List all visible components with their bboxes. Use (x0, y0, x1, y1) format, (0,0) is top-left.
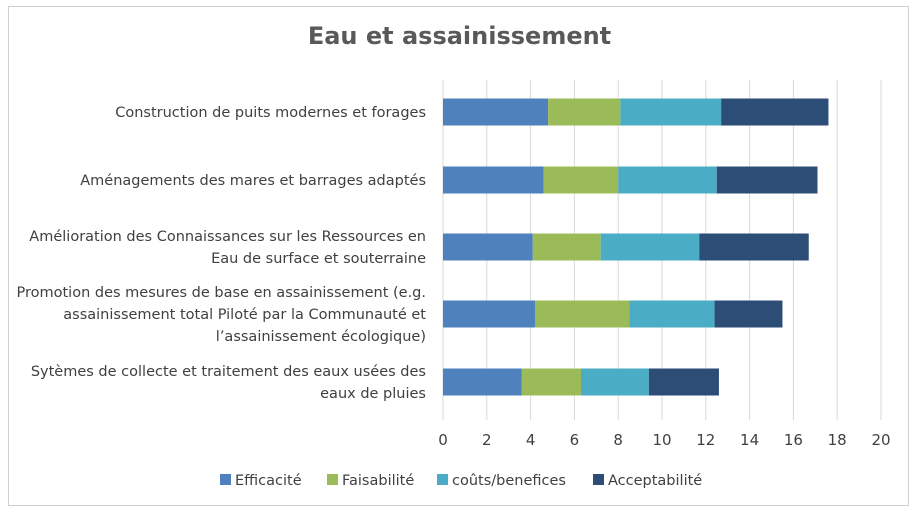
legend-label: Faisabilité (342, 473, 414, 489)
bar-segment (618, 166, 717, 194)
bar-segment (648, 368, 719, 396)
tick-label: 20 (871, 431, 890, 449)
bar-segment (443, 233, 533, 261)
tick-label: 14 (740, 431, 759, 449)
tick-label: 10 (652, 431, 671, 449)
legend-swatch (437, 474, 448, 485)
bar-segment (600, 233, 700, 261)
legend-swatch (327, 474, 338, 485)
bar-segment (443, 166, 544, 194)
bar-segment (716, 166, 818, 194)
bar-segment (721, 98, 829, 126)
category-label: Sytèmes de collecte et traitement des ea… (31, 364, 426, 380)
category-label: Construction de puits modernes et forage… (115, 105, 426, 121)
category-label: Amélioration des Connaissances sur les R… (29, 229, 426, 245)
legend-label: Efficacité (235, 473, 302, 489)
category-label: Promotion des mesures de base en assaini… (16, 285, 426, 301)
legend-label: Acceptabilité (608, 473, 702, 489)
tick-label: 0 (438, 431, 448, 449)
category-label: eaux de pluies (320, 386, 426, 402)
bar-segment (534, 300, 630, 328)
bar-segment (580, 368, 649, 396)
bar-segment (699, 233, 809, 261)
category-label: l’assainissement écologique) (216, 329, 426, 345)
x-axis-ticks: 0 2 4 6 8 10 12 14 16 18 20 (438, 431, 890, 449)
bar-segment (443, 98, 549, 126)
legend-swatch (593, 474, 604, 485)
category-label: Eau de surface et souterraine (211, 251, 426, 267)
tick-label: 16 (784, 431, 803, 449)
legend-swatch (220, 474, 231, 485)
tick-label: 2 (482, 431, 492, 449)
bar-segment (532, 233, 601, 261)
tick-label: 8 (613, 431, 623, 449)
bar-segment (629, 300, 715, 328)
category-labels: Construction de puits modernes et forage… (16, 105, 426, 402)
bar-segment (548, 98, 621, 126)
legend-label: coûts/benefices (452, 473, 566, 489)
bar-segment (543, 166, 619, 194)
bar-segment (521, 368, 581, 396)
tick-label: 6 (570, 431, 580, 449)
bar-segment (714, 300, 783, 328)
bar-segment (443, 300, 535, 328)
tick-label: 4 (526, 431, 536, 449)
bar-segment (620, 98, 722, 126)
bar-segment (443, 368, 522, 396)
tick-label: 12 (696, 431, 715, 449)
category-label: assainissement total Piloté par la Commu… (63, 307, 426, 323)
legend: Efficacité Faisabilité coûts/benefices Acce… (220, 473, 702, 489)
bars (443, 98, 829, 396)
category-label: Aménagements des mares et barrages adapt… (80, 173, 426, 189)
chart-title: Eau et assainissement (307, 22, 612, 50)
tick-label: 18 (828, 431, 847, 449)
